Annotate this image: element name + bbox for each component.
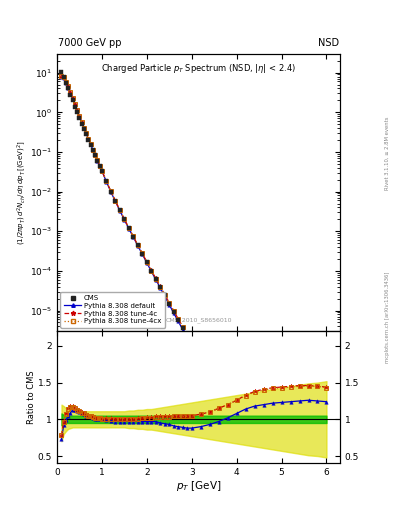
Legend: CMS, Pythia 8.308 default, Pythia 8.308 tune-4c, Pythia 8.308 tune-4cx: CMS, Pythia 8.308 default, Pythia 8.308 … [61,292,165,328]
Text: NSD: NSD [318,38,339,48]
Text: Charged Particle $p_T$ Spectrum (NSD, $|\eta|$ < 2.4): Charged Particle $p_T$ Spectrum (NSD, $|… [101,62,296,75]
Text: Rivet 3.1.10, ≥ 2.8M events: Rivet 3.1.10, ≥ 2.8M events [385,117,390,190]
Text: CMS_2010_S8656010: CMS_2010_S8656010 [165,317,232,323]
Text: mcplots.cern.ch [arXiv:1306.3436]: mcplots.cern.ch [arXiv:1306.3436] [385,272,390,363]
Y-axis label: $(1/2\pi p_T)\, d^2N_{ch}/d\eta\, dp_T\, [(\mathrm{GeV})^2]$: $(1/2\pi p_T)\, d^2N_{ch}/d\eta\, dp_T\,… [15,140,28,245]
Y-axis label: Ratio to CMS: Ratio to CMS [28,371,37,424]
Text: 7000 GeV pp: 7000 GeV pp [58,38,122,48]
X-axis label: $p_T$ [GeV]: $p_T$ [GeV] [176,479,221,493]
